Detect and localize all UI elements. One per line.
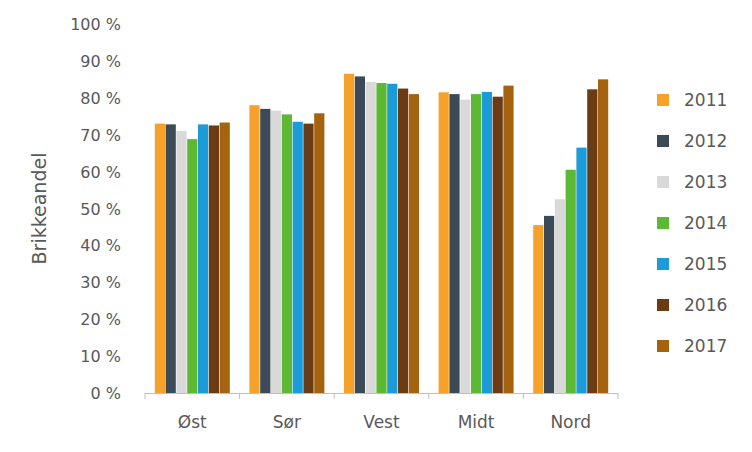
legend-swatch: [657, 135, 669, 147]
bar: [249, 105, 259, 393]
bar: [314, 113, 324, 393]
bar: [449, 94, 459, 393]
x-tick-label: Midt: [458, 412, 495, 432]
bar: [460, 100, 470, 393]
bar: [155, 124, 165, 393]
bar: [576, 148, 586, 393]
legend-label: 2012: [684, 131, 727, 151]
y-tick-label: 70 %: [80, 126, 121, 145]
bar: [198, 124, 208, 393]
legend-label: 2014: [684, 213, 727, 233]
bar: [187, 139, 197, 393]
bar: [587, 89, 597, 393]
legend-label: 2015: [684, 254, 727, 274]
legend-swatch: [657, 340, 669, 352]
y-tick-label: 60 %: [80, 163, 121, 182]
bar: [166, 124, 176, 393]
bar: [293, 122, 303, 393]
legend-label: 2016: [684, 295, 727, 315]
bar: [376, 83, 386, 393]
y-tick-label: 50 %: [80, 200, 121, 219]
bar: [271, 111, 281, 393]
x-tick: [523, 393, 524, 399]
bar: [555, 199, 565, 393]
x-tick: [145, 393, 146, 399]
legend-swatch: [657, 258, 669, 270]
x-axis: [145, 393, 618, 394]
bars: [155, 74, 608, 393]
bar: [439, 92, 449, 393]
x-tick-label: Vest: [363, 412, 400, 432]
y-tick-label: 90 %: [80, 52, 121, 71]
x-tick: [334, 393, 335, 399]
bar: [503, 86, 513, 393]
bar: [398, 89, 408, 393]
bar: [598, 79, 608, 393]
y-axis-label: Brikkeandel: [28, 153, 50, 265]
bar: [176, 131, 186, 393]
legend-swatch: [657, 299, 669, 311]
x-tick: [618, 393, 619, 399]
x-tick: [239, 393, 240, 399]
legend-swatch: [657, 217, 669, 229]
bar: [471, 94, 481, 393]
bar: [482, 92, 492, 393]
bar: [409, 94, 419, 393]
chart: 0 % 10 % 20 % 30 % 40 % 50 % 60 % 70 % 80 % 90 % 1…: [0, 0, 752, 452]
legend-swatch: [657, 94, 669, 106]
legend-swatch: [657, 176, 669, 188]
bar: [533, 225, 543, 393]
y-tick-label: 10 %: [80, 347, 121, 366]
bar: [303, 124, 313, 393]
y-tick-label: 20 %: [80, 310, 121, 329]
bar: [209, 125, 219, 393]
x-tick-label: Sør: [273, 412, 301, 432]
legend-label: 2013: [684, 172, 727, 192]
x-tick-label: Nord: [550, 412, 591, 432]
y-tick-label: 0 %: [91, 384, 121, 403]
y-tick-label: 100 %: [70, 15, 121, 34]
legend-label: 2011: [684, 90, 727, 110]
bar: [260, 109, 270, 393]
bar: [493, 97, 503, 393]
legend-label: 2017: [684, 336, 727, 356]
y-tick-label: 80 %: [80, 89, 121, 108]
y-tick-label: 30 %: [80, 273, 121, 292]
x-tick-label: Øst: [178, 412, 207, 432]
x-tick: [428, 393, 429, 399]
y-tick-label: 40 %: [80, 236, 121, 255]
bar: [355, 76, 365, 393]
bar: [282, 114, 292, 393]
bar: [544, 216, 554, 393]
bar: [366, 82, 376, 393]
bar: [387, 84, 397, 393]
bar: [220, 123, 230, 393]
bar: [344, 74, 354, 393]
bar: [566, 170, 576, 393]
